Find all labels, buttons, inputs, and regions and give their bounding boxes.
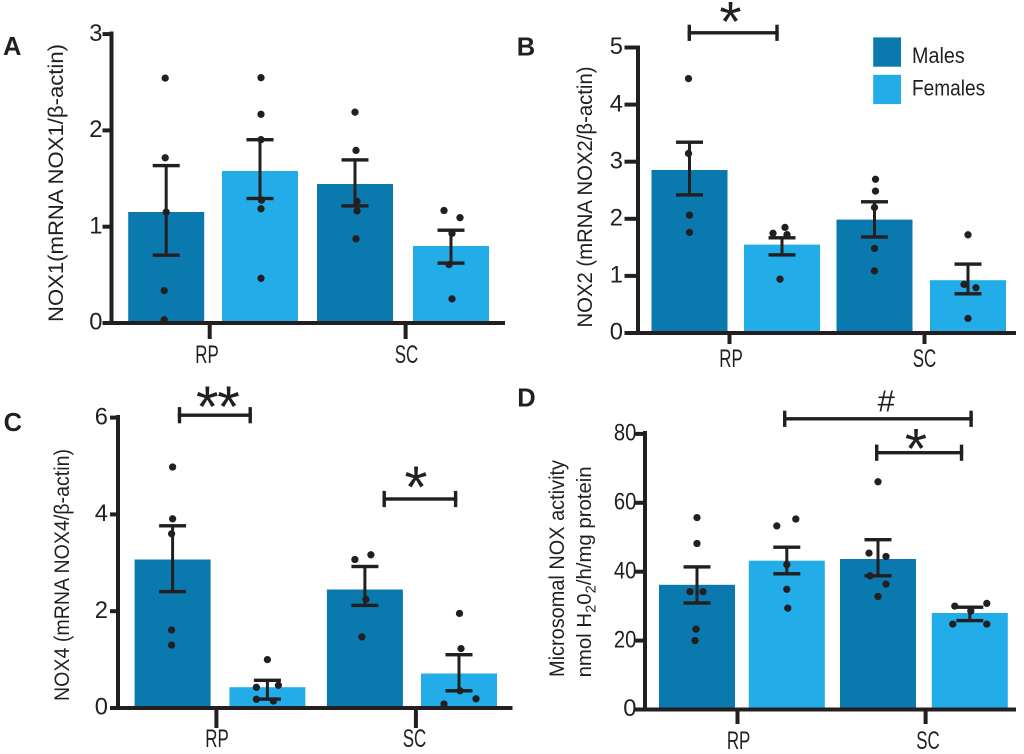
svg-text:SC: SC bbox=[913, 345, 937, 373]
svg-text:*: * bbox=[719, 0, 741, 54]
svg-text:RP: RP bbox=[727, 727, 751, 754]
svg-text:RP: RP bbox=[195, 341, 219, 369]
svg-text:0: 0 bbox=[623, 695, 636, 722]
svg-text:D: D bbox=[517, 385, 535, 413]
svg-text:*: * bbox=[196, 375, 219, 440]
svg-text:60: 60 bbox=[614, 489, 637, 516]
svg-text:SC: SC bbox=[395, 341, 419, 369]
svg-text:40: 40 bbox=[614, 557, 637, 584]
svg-text:0: 0 bbox=[95, 694, 108, 721]
svg-text:3: 3 bbox=[89, 20, 102, 47]
svg-text:6: 6 bbox=[95, 403, 108, 430]
svg-text:2: 2 bbox=[95, 597, 108, 624]
svg-text:Females: Females bbox=[912, 75, 985, 100]
svg-text:0: 0 bbox=[89, 309, 102, 336]
svg-text:0: 0 bbox=[610, 319, 623, 346]
svg-text:2: 2 bbox=[610, 205, 623, 232]
svg-text:2: 2 bbox=[89, 116, 102, 143]
svg-text:NOX2 (mRNA NOX2/β-actin): NOX2 (mRNA NOX2/β-actin) bbox=[574, 67, 597, 328]
svg-text:RP: RP bbox=[719, 345, 743, 373]
svg-text:4: 4 bbox=[610, 90, 623, 117]
svg-text:nmol H202/h/mg protein: nmol H202/h/mg protein bbox=[574, 466, 600, 677]
svg-text:1: 1 bbox=[89, 212, 102, 239]
svg-text:80: 80 bbox=[614, 420, 637, 447]
svg-text:5: 5 bbox=[610, 33, 623, 60]
svg-text:1: 1 bbox=[610, 262, 623, 289]
svg-text:RP: RP bbox=[205, 725, 229, 753]
svg-text:A: A bbox=[3, 33, 21, 61]
svg-text:#: # bbox=[878, 383, 896, 418]
svg-text:Microsomal NOX activity: Microsomal NOX activity bbox=[546, 460, 569, 677]
svg-text:Males: Males bbox=[912, 43, 965, 68]
svg-text:NOX1(mRNA NOX1/β-actin): NOX1(mRNA NOX1/β-actin) bbox=[45, 44, 68, 322]
svg-text:SC: SC bbox=[403, 725, 427, 753]
svg-text:SC: SC bbox=[916, 727, 940, 754]
svg-text:3: 3 bbox=[610, 147, 623, 174]
svg-text:B: B bbox=[517, 34, 535, 62]
svg-text:*: * bbox=[905, 417, 927, 481]
svg-text:*: * bbox=[217, 375, 240, 440]
svg-text:4: 4 bbox=[95, 500, 108, 527]
svg-text:20: 20 bbox=[614, 626, 637, 653]
svg-text:C: C bbox=[4, 409, 22, 437]
svg-text:NOX4 (mRNA NOX4/β-actin): NOX4 (mRNA NOX4/β-actin) bbox=[51, 449, 74, 701]
svg-text:*: * bbox=[405, 454, 428, 520]
